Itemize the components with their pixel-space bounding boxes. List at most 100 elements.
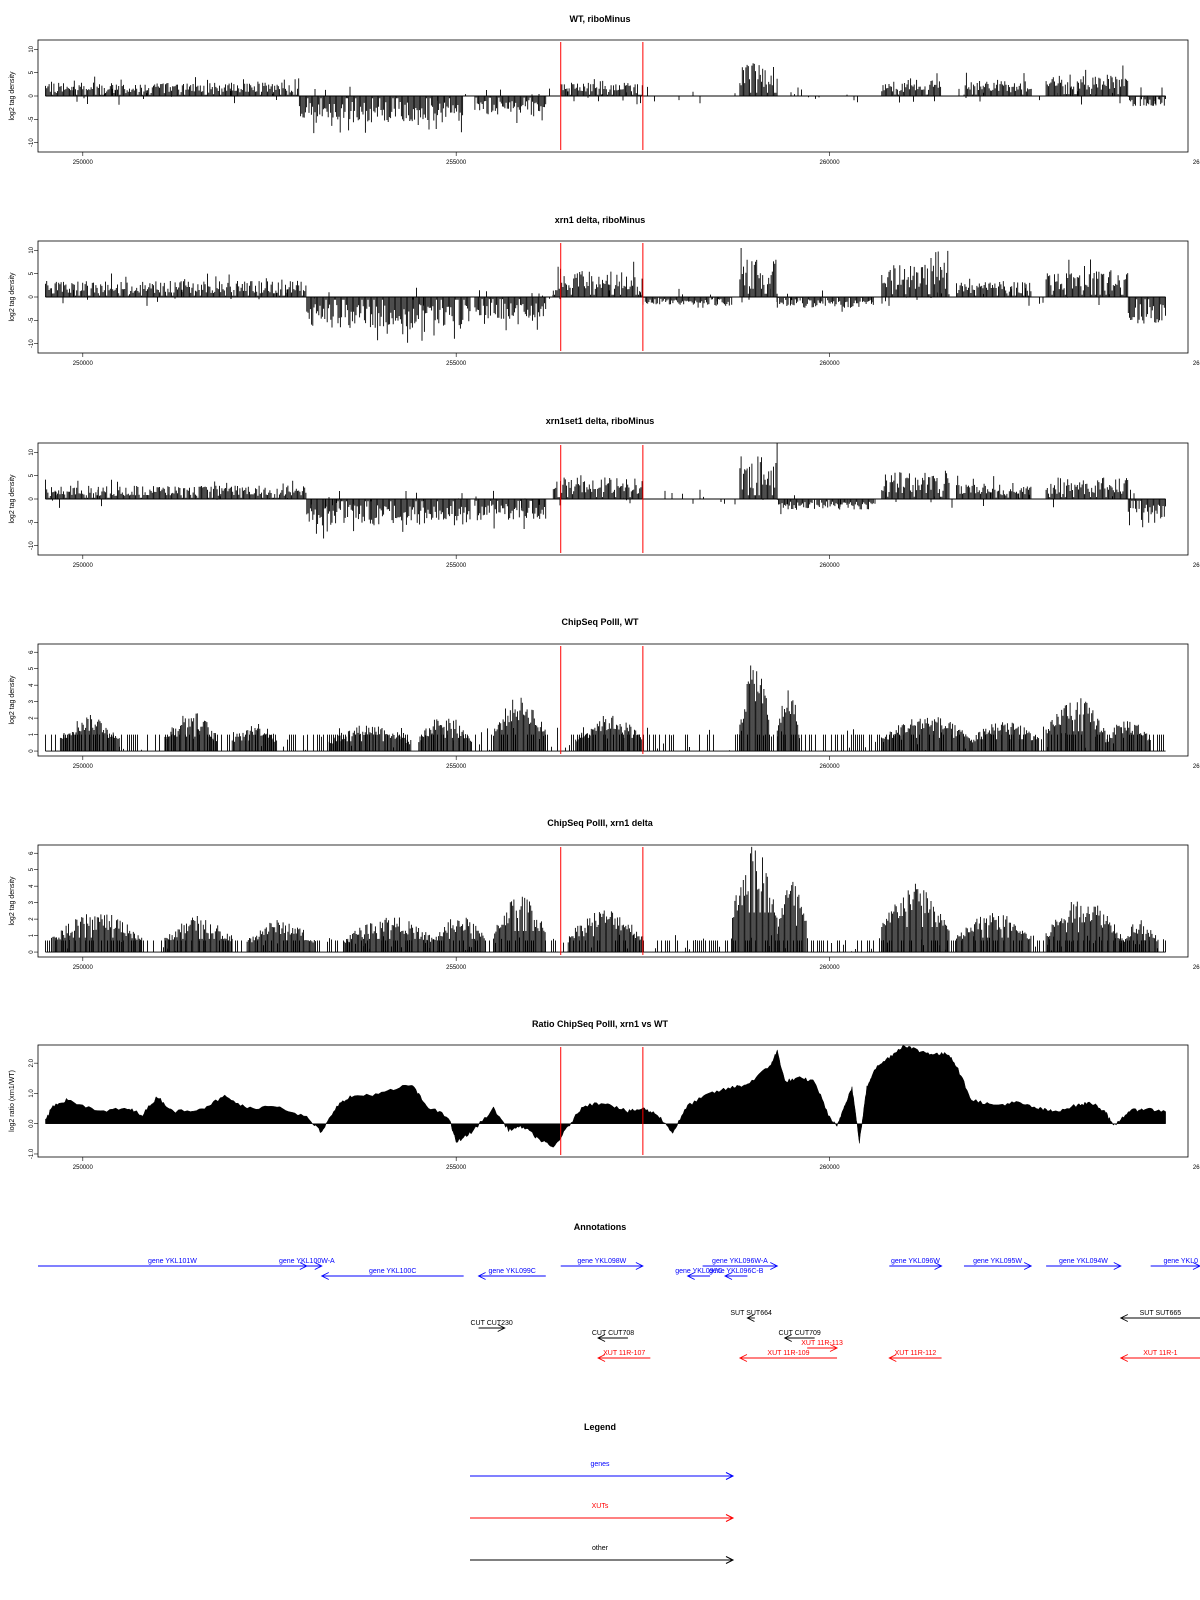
data-series — [45, 63, 1166, 134]
annotation-gene: gene YKL097C — [675, 1268, 723, 1280]
annotation-other: SUT SUT664 — [730, 1310, 772, 1322]
y-tick-label: 3 — [29, 699, 35, 703]
y-tick-label: 0 — [29, 749, 35, 753]
panel-2: xrn1 delta, riboMinus -10 -5 0 5 10 log2 tag d… — [9, 215, 1200, 367]
x-tick-label: 250000 — [73, 965, 94, 971]
arrowhead-icon — [738, 1354, 748, 1362]
arrowhead-icon — [477, 1272, 486, 1280]
annotation-other: CUT CUT708 — [592, 1330, 634, 1342]
arrowhead-icon — [1119, 1314, 1128, 1322]
annotation-gene: gene YKL100W-A — [279, 1258, 335, 1270]
y-tick-label: 1.0 — [29, 1089, 35, 1098]
annotation-label: SUT SUT665 — [1140, 1310, 1182, 1317]
y-tick-label: 2 — [29, 917, 35, 921]
y-tick-label: 10 — [29, 448, 35, 455]
plot-frame — [37, 643, 1189, 757]
y-tick-label: 5 — [29, 666, 35, 670]
signal-bars — [45, 63, 1166, 134]
y-tick-label: -10 — [29, 541, 35, 550]
x-tick-label: 265000 — [1193, 764, 1200, 770]
x-tick-label: 255000 — [446, 361, 467, 367]
x-tick-label: 265000 — [1193, 160, 1200, 166]
y-tick-label: 5 — [29, 867, 35, 871]
annotation-gene: gene YKL100C — [320, 1268, 464, 1280]
annotations-title: Annotations — [574, 1222, 627, 1232]
y-tick-label: 0 — [29, 295, 35, 299]
annotation-xut: XUT 11R-1 — [1119, 1350, 1200, 1362]
legend-title: Legend — [584, 1422, 616, 1432]
annotation-label: XUT 11R-1 — [1143, 1350, 1177, 1357]
annotation-label: CUT CUT708 — [592, 1330, 634, 1337]
y-tick-label: 4 — [29, 884, 35, 888]
legend-label: other — [592, 1545, 609, 1552]
y-tick-label: -10 — [29, 138, 35, 147]
y-tick-label: -5 — [29, 116, 35, 122]
x-tick-label: 250000 — [73, 764, 94, 770]
y-tick-label: 3 — [29, 900, 35, 904]
annotation-xut: XUT 11R-107 — [597, 1350, 651, 1362]
y-tick-label: 5 — [29, 271, 35, 275]
x-tick-label: 255000 — [446, 563, 467, 569]
data-series — [45, 1045, 1166, 1148]
legend-entry: other — [470, 1545, 735, 1564]
panel-5: ChipSeq PolII, xrn1 delta 0 1 2 3 4 5 6 log2 tag… — [9, 818, 1200, 971]
data-series — [45, 443, 1166, 539]
x-tick-label: 260000 — [820, 563, 841, 569]
arrowhead-icon — [934, 1262, 943, 1270]
annotation-gene: gene YKL094W — [1046, 1258, 1122, 1270]
arrowhead-icon — [829, 1344, 839, 1352]
arrowhead-icon — [770, 1262, 779, 1270]
y-tick-label: 0 — [29, 497, 35, 501]
y-tick-label: 10 — [29, 246, 35, 253]
x-tick-label: 255000 — [446, 1165, 467, 1171]
x-tick-label: 260000 — [820, 361, 841, 367]
y-axis-label: log2 tag density — [9, 876, 16, 926]
legend-label: genes — [590, 1461, 610, 1468]
y-tick-label: 1 — [29, 933, 35, 937]
annotation-gene: gene YKL096W — [889, 1258, 943, 1270]
arrowhead-icon — [597, 1354, 606, 1362]
signal-bars — [45, 846, 1166, 953]
y-tick-label: 2 — [29, 716, 35, 720]
annotation-label: XUT 11R-109 — [767, 1350, 809, 1357]
y-tick-label: 6 — [29, 851, 35, 855]
signal-bars — [45, 443, 1166, 539]
data-series — [45, 665, 1166, 752]
y-tick-label: 1 — [29, 732, 35, 736]
annotation-label: SUT SUT664 — [730, 1310, 772, 1317]
y-axis-label: log2 tag density — [9, 675, 16, 725]
arrowhead-icon — [888, 1354, 897, 1362]
panel-title: Ratio ChipSeq PolII, xrn1 vs WT — [532, 1019, 669, 1029]
annotation-gene: gene YKL101W — [38, 1258, 308, 1270]
panel-1: WT, riboMinus -10 -5 0 5 10 log2 tag density 25… — [9, 14, 1200, 166]
annotation-label: XUT 11R-112 — [895, 1350, 937, 1357]
ratio-area — [45, 1045, 1166, 1148]
x-tick-label: 260000 — [820, 965, 841, 971]
legend-entry: genes — [470, 1461, 735, 1480]
arrowhead-icon — [635, 1262, 644, 1270]
panel-6: Ratio ChipSeq PolII, xrn1 vs WT -1.0 0.0 1.… — [9, 1019, 1200, 1171]
arrowhead-icon — [320, 1272, 329, 1280]
panel-title: ChipSeq PolII, xrn1 delta — [547, 818, 654, 828]
annotation-other: SUT SUT665 — [1119, 1310, 1200, 1322]
y-axis-label: log2 tag density — [9, 71, 16, 121]
y-axis-label: log2 ratio (xrn1/WT) — [9, 1070, 16, 1132]
arrowhead-icon — [746, 1314, 755, 1322]
x-tick-label: 265000 — [1193, 1165, 1200, 1171]
x-tick-label: 255000 — [446, 965, 467, 971]
data-series — [45, 248, 1166, 343]
y-tick-label: 5 — [29, 473, 35, 477]
annotation-label: CUT CUT709 — [779, 1330, 821, 1337]
y-tick-label: -10 — [29, 339, 35, 348]
panel-title: ChipSeq PolII, WT — [562, 617, 639, 627]
y-tick-label: 10 — [29, 45, 35, 52]
annotation-label: gene YKL096W — [891, 1258, 940, 1265]
arrowhead-icon — [724, 1272, 733, 1280]
legend-entry: XUTs — [470, 1503, 735, 1522]
annotations-track: Annotations gene YKL101W gene YKL100W-A gen… — [38, 1222, 1200, 1362]
x-tick-label: 260000 — [820, 1165, 841, 1171]
y-tick-label: 0.0 — [29, 1119, 35, 1128]
arrowhead-icon — [1119, 1354, 1128, 1362]
legend-label: XUTs — [592, 1503, 609, 1510]
